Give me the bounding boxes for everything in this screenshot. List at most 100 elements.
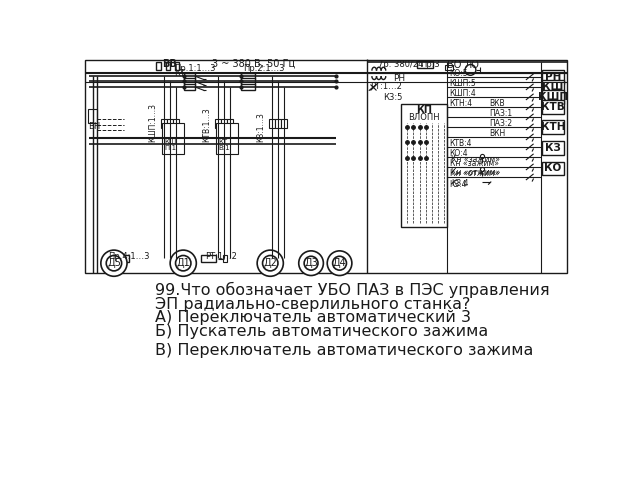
Bar xyxy=(417,61,433,68)
Circle shape xyxy=(101,250,127,276)
Text: РТ:1…2: РТ:1…2 xyxy=(205,252,237,261)
Bar xyxy=(542,141,564,155)
Circle shape xyxy=(465,64,476,75)
Bar xyxy=(241,78,255,84)
Bar xyxy=(542,70,564,84)
Circle shape xyxy=(333,256,346,270)
Text: КЗ:1…3: КЗ:1…3 xyxy=(257,112,266,142)
Circle shape xyxy=(304,256,318,270)
Text: Пр.2:1…3: Пр.2:1…3 xyxy=(243,64,285,73)
Text: ВЛОПН: ВЛОПН xyxy=(408,113,440,122)
Text: РТ:1…2: РТ:1…2 xyxy=(371,82,402,91)
Text: КО:4: КО:4 xyxy=(450,149,468,158)
Bar xyxy=(281,119,287,129)
Circle shape xyxy=(170,250,196,276)
Bar xyxy=(163,123,184,154)
Text: Д3: Д3 xyxy=(304,258,318,268)
Bar xyxy=(167,119,173,129)
Bar xyxy=(86,60,566,273)
Bar xyxy=(184,73,195,79)
Bar xyxy=(542,80,564,94)
Text: Д2: Д2 xyxy=(263,258,277,268)
Bar xyxy=(115,255,121,263)
Text: КШП:4: КШП:4 xyxy=(450,89,476,98)
Text: КЗ: КЗ xyxy=(545,143,561,153)
Text: Кн «отжим»: Кн «отжим» xyxy=(450,169,499,179)
Text: 3 ~ 380 В, 50 Гц: 3 ~ 380 В, 50 Гц xyxy=(212,59,296,69)
Text: КТВ: КТВ xyxy=(541,102,564,112)
Circle shape xyxy=(257,250,284,276)
Text: РН: РН xyxy=(394,74,406,83)
Bar xyxy=(542,100,564,114)
Text: Кн «зажим»: Кн «зажим» xyxy=(450,159,499,168)
Text: КШП: КШП xyxy=(538,92,568,102)
Text: Пр.1:1…3: Пр.1:1…3 xyxy=(174,64,216,73)
Bar xyxy=(223,255,227,263)
Bar xyxy=(542,90,564,104)
Text: ВН: ВН xyxy=(88,122,100,132)
Text: КШ: КШ xyxy=(542,82,564,92)
Bar xyxy=(215,119,221,129)
Text: КТВ:1…3: КТВ:1…3 xyxy=(203,108,212,142)
Bar xyxy=(107,255,113,263)
Bar xyxy=(184,84,195,90)
Text: А) Переключатель автоматический 3: А) Переключатель автоматический 3 xyxy=(155,311,471,325)
Text: КТН: КТН xyxy=(541,122,565,132)
Bar xyxy=(161,119,167,129)
Text: ВВ: ВВ xyxy=(163,59,177,69)
Text: КТВ:4: КТВ:4 xyxy=(450,139,472,148)
Text: Д5: Д5 xyxy=(107,258,121,268)
Bar xyxy=(241,84,255,90)
Text: КШП:1…3: КШП:1…3 xyxy=(148,103,157,142)
Bar xyxy=(445,64,452,70)
Text: К3:5: К3:5 xyxy=(383,93,403,102)
Text: В:1: В:1 xyxy=(219,145,230,152)
Text: КТН:4: КТН:4 xyxy=(450,99,473,108)
Text: Кн «отжим»: Кн «отжим» xyxy=(451,168,500,177)
Text: 7р. 380/24: 7р. 380/24 xyxy=(378,60,424,69)
Bar xyxy=(221,119,227,129)
Text: К3.4: К3.4 xyxy=(450,180,467,189)
Text: ВКН: ВКН xyxy=(490,129,506,138)
Bar xyxy=(166,62,170,70)
Circle shape xyxy=(299,251,323,276)
Text: Д1: Д1 xyxy=(177,258,190,268)
Text: КТ: КТ xyxy=(174,69,185,77)
Circle shape xyxy=(106,255,122,271)
Text: Кн «зажим»: Кн «зажим» xyxy=(451,155,500,164)
Text: РН: РН xyxy=(545,72,561,82)
Text: КП: КП xyxy=(416,105,432,115)
Text: ВКВ: ВКВ xyxy=(490,99,506,108)
Circle shape xyxy=(327,251,352,276)
Bar xyxy=(542,162,564,175)
Circle shape xyxy=(175,255,191,271)
Bar xyxy=(173,119,179,129)
Text: Б) Пускатель автоматического зажима: Б) Пускатель автоматического зажима xyxy=(155,324,488,339)
Bar xyxy=(201,255,216,263)
Bar xyxy=(184,78,195,84)
Text: В) Переключатель автоматического зажима: В) Переключатель автоматического зажима xyxy=(155,343,533,358)
Text: ПАЗ:2: ПАЗ:2 xyxy=(490,120,513,128)
Text: К3.4: К3.4 xyxy=(451,179,468,188)
Text: Пр.3: Пр.3 xyxy=(420,60,440,69)
Text: ЭП радиально-сверлильного станка?: ЭП радиально-сверлильного станка? xyxy=(155,297,470,312)
Text: Д4: Д4 xyxy=(333,258,346,268)
Text: ВО: ВО xyxy=(447,60,461,70)
Circle shape xyxy=(262,255,278,271)
Bar xyxy=(156,62,161,70)
Text: КШП:5: КШП:5 xyxy=(450,79,476,88)
Text: П:1: П:1 xyxy=(164,145,177,152)
Bar xyxy=(175,62,179,70)
Bar xyxy=(227,119,234,129)
Text: КТ: КТ xyxy=(219,139,228,145)
Bar xyxy=(401,104,447,227)
Bar xyxy=(269,119,275,129)
Bar xyxy=(275,119,281,129)
Text: КО: КО xyxy=(544,164,561,173)
Text: Пр.4:1…3: Пр.4:1…3 xyxy=(109,252,150,261)
Text: КШ: КШ xyxy=(164,139,177,145)
Bar xyxy=(122,255,129,263)
Text: КО:5: КО:5 xyxy=(450,69,468,78)
Bar xyxy=(88,109,97,123)
Bar xyxy=(542,120,564,134)
